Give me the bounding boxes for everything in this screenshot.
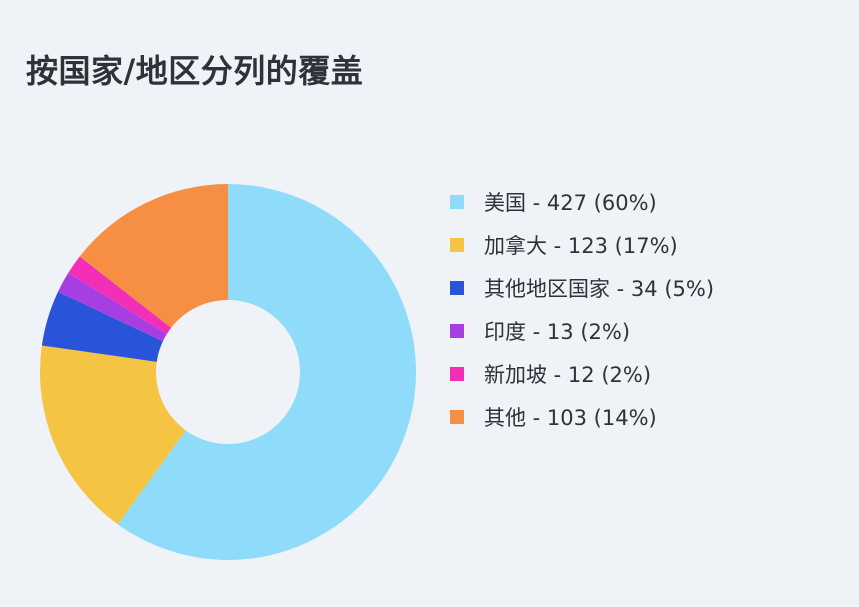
legend-item: 美国 - 427 (60%) xyxy=(450,180,850,223)
legend-swatch xyxy=(450,366,464,381)
legend-label: 印度 - 13 (2%) xyxy=(484,319,631,344)
chart-title: 按国家/地区分列的覆盖 xyxy=(26,52,364,90)
legend-label: 其他 - 103 (14%) xyxy=(484,405,657,430)
legend-item: 印度 - 13 (2%) xyxy=(450,309,850,352)
pie-slice-1 xyxy=(117,184,416,560)
legend-swatch xyxy=(450,280,464,295)
pie-slice-3 xyxy=(41,291,163,362)
legend-label: 加拿大 - 123 (17%) xyxy=(484,233,678,258)
legend-swatch xyxy=(450,194,464,209)
legend-item: 其他 - 103 (14%) xyxy=(450,395,850,438)
legend-label: 新加坡 - 12 (2%) xyxy=(484,362,652,387)
legend-swatch xyxy=(450,237,464,252)
legend-label: 其他地区国家 - 34 (5%) xyxy=(484,276,715,301)
legend-label: 美国 - 427 (60%) xyxy=(484,190,657,215)
legend-item: 加拿大 - 123 (17%) xyxy=(450,223,850,266)
legend-swatch xyxy=(450,323,464,338)
pie-slice-4 xyxy=(58,272,167,342)
pie-slice-5 xyxy=(68,256,172,335)
chart-legend: 美国 - 427 (60%) 加拿大 - 123 (17%) 其他地区国家 - 34… xyxy=(450,180,850,438)
legend-swatch xyxy=(450,409,464,424)
legend-item: 其他地区国家 - 34 (5%) xyxy=(450,266,850,309)
pie-slice-6 xyxy=(79,184,229,328)
legend-item: 新加坡 - 12 (2%) xyxy=(450,352,850,395)
pie-slice-2 xyxy=(39,345,186,525)
